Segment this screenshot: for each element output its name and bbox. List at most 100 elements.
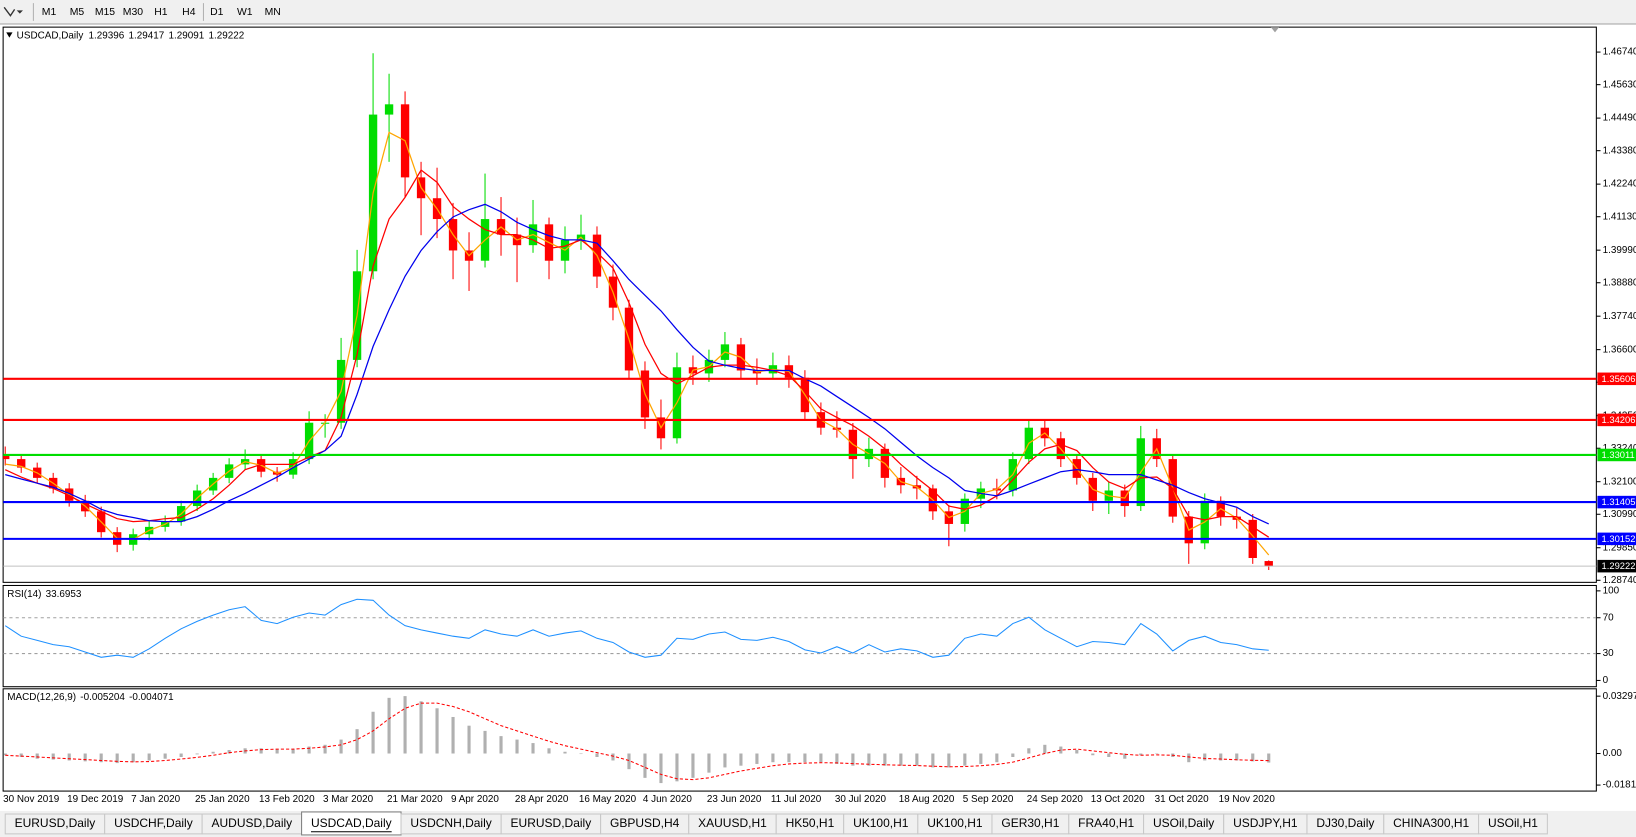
timeframe-button[interactable]: M5	[70, 7, 85, 18]
tab[interactable]: UK100,H1	[843, 813, 919, 835]
y-tick-label: 0.032972	[1603, 691, 1636, 702]
level-tag	[1597, 532, 1636, 546]
y-tick-label: 1.41130	[1603, 211, 1636, 222]
tab[interactable]: DJ30,Daily	[1306, 813, 1385, 835]
tab[interactable]: CHINA300,H1	[1383, 813, 1480, 835]
moving-average	[4, 169, 1270, 538]
timeframe-button[interactable]: D1	[210, 7, 224, 18]
moving-average	[5, 203, 1269, 525]
tab-label[interactable]: EURUSD,Daily	[15, 816, 96, 830]
level-tag-label: 1.31405	[1602, 496, 1636, 507]
candle-body	[384, 104, 394, 115]
timeframe-button[interactable]: M30	[123, 7, 143, 18]
tab-label[interactable]: USOil,Daily	[1153, 816, 1214, 830]
timeframe-button[interactable]: W1	[237, 7, 253, 18]
x-tick-label: 25 Jan 2020	[195, 794, 250, 805]
tab[interactable]: USDJPY,H1	[1223, 813, 1308, 835]
timeframe-button[interactable]: H1	[154, 7, 168, 18]
tab[interactable]: USDCHF,Daily	[104, 813, 203, 835]
macd-bar	[1219, 753, 1223, 761]
tab-label[interactable]: FRA40,H1	[1078, 816, 1134, 830]
candle-body	[1264, 561, 1273, 567]
high: 1.29417	[128, 30, 164, 41]
tab[interactable]: XAUUSD,H1	[688, 813, 777, 835]
line-tool-icon[interactable]	[3, 6, 16, 17]
tab-label[interactable]: USDCNH,Daily	[410, 816, 491, 830]
macd-bar	[643, 753, 647, 778]
x-tick-label: 18 Aug 2020	[899, 794, 955, 805]
tab[interactable]: FRA40,H1	[1068, 813, 1145, 835]
rsi-plot	[3, 598, 1597, 658]
tab[interactable]: EURUSD,Daily	[500, 813, 602, 835]
tab-label[interactable]: UK100,H1	[927, 816, 983, 830]
y-tick-label: 1.43380	[1603, 145, 1636, 156]
y-tick-label: 1.39990	[1603, 245, 1636, 256]
tab[interactable]: GER30,H1	[991, 813, 1070, 835]
y-tick-label: 1.28740	[1603, 575, 1636, 586]
macd-bar	[771, 753, 775, 763]
timeframe-button[interactable]: M1	[42, 7, 57, 18]
macd-bar	[1091, 753, 1095, 756]
macd-bar	[627, 753, 631, 770]
macd-bar	[1251, 753, 1255, 762]
tab[interactable]: USDCNH,Daily	[400, 813, 502, 835]
tab-label[interactable]: XAUUSD,H1	[698, 816, 767, 830]
x-tick-label: 31 Oct 2020	[1155, 794, 1209, 805]
tab-label[interactable]: EURUSD,Daily	[511, 816, 592, 830]
tab[interactable]: AUDUSD,Daily	[201, 813, 303, 835]
x-tick-label: 4 Jun 2020	[643, 794, 693, 805]
tab[interactable]: GBPUSD,H4	[600, 813, 690, 835]
y-tick-label: 0.00	[1603, 748, 1623, 759]
level-tag-label: 1.33011	[1602, 449, 1635, 460]
level-tag	[1597, 495, 1636, 509]
toolbar	[0, 0, 1636, 25]
macd-bar	[355, 729, 359, 754]
tab-label[interactable]: CHINA300,H1	[1393, 816, 1469, 830]
macd-bar	[995, 753, 999, 763]
macd-bar	[803, 753, 807, 763]
timeframe-button[interactable]: H4	[182, 7, 196, 18]
level-tag	[1597, 413, 1636, 427]
tab-label[interactable]: UK100,H1	[853, 816, 909, 830]
tab-label[interactable]: USDCAD,Daily	[311, 816, 392, 830]
tab-label[interactable]: USDCHF,Daily	[114, 816, 193, 830]
dropdown-arrow[interactable]	[16, 10, 23, 14]
tab[interactable]: EURUSD,Daily	[4, 813, 106, 835]
tab-label[interactable]: GER30,H1	[1001, 816, 1059, 830]
x-tick-label: 11 Jul 2020	[771, 794, 822, 805]
rsi-pane	[2, 584, 1597, 688]
y-tick-label: 1.38880	[1603, 277, 1636, 288]
x-tick-label: 13 Feb 2020	[259, 794, 315, 805]
y-tick-label: 1.30990	[1603, 509, 1636, 520]
y-tick-label: -0.01815	[1603, 780, 1636, 791]
tab-label[interactable]: HK50,H1	[786, 816, 835, 830]
y-tick-label: 30	[1603, 648, 1615, 659]
timeframe-button[interactable]: MN	[265, 7, 281, 18]
macd-header: MACD(12,26,9) -0.005204 -0.004071	[7, 692, 174, 703]
x-tick-label: 23 Jun 2020	[707, 794, 762, 805]
tab-label[interactable]: AUDUSD,Daily	[212, 816, 293, 830]
macd-bar	[147, 753, 151, 761]
macd-bar	[1155, 753, 1159, 755]
x-tick-label: 28 Apr 2020	[515, 794, 569, 805]
tab-label[interactable]: USOil,H1	[1488, 816, 1538, 830]
x-tick-label: 3 Mar 2020	[323, 794, 374, 805]
macd-signal	[5, 702, 1269, 781]
tab-background[interactable]	[1478, 813, 1548, 835]
tab-label[interactable]: USDJPY,H1	[1233, 816, 1298, 830]
tab-label[interactable]: GBPUSD,H4	[610, 816, 680, 830]
macd-bar	[435, 708, 439, 754]
tab[interactable]: HK50,H1	[775, 813, 845, 835]
tab[interactable]: USDCAD,Daily	[301, 811, 402, 836]
tab[interactable]: USOil,H1	[1478, 813, 1548, 835]
macd-bar	[1043, 744, 1047, 754]
timeframe-button[interactable]: M15	[95, 7, 115, 18]
tab-label[interactable]: DJ30,Daily	[1316, 816, 1374, 830]
x-tick-label: 19 Dec 2019	[67, 794, 124, 805]
level-tag-label: 1.30152	[1602, 533, 1636, 544]
tab[interactable]: USOil,Daily	[1143, 813, 1225, 835]
macd-bar	[1267, 753, 1271, 763]
tab[interactable]: UK100,H1	[917, 813, 993, 835]
